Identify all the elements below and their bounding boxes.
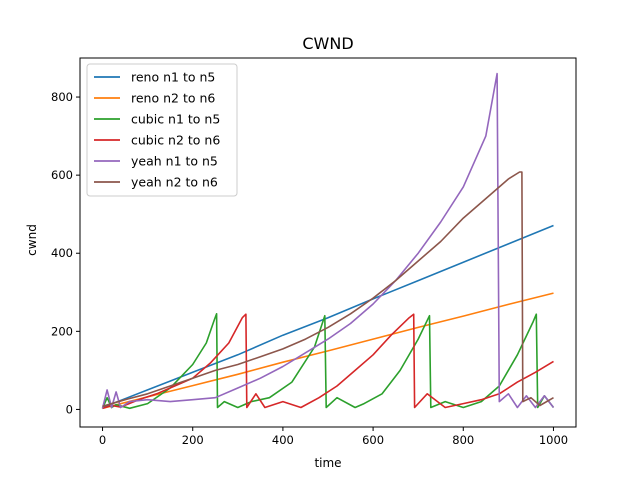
series-line-5 — [102, 171, 554, 408]
legend-label-4: yeah n1 to n5 — [131, 154, 218, 169]
x-tick-label: 400 — [272, 433, 294, 447]
series-line-4 — [101, 72, 555, 409]
plot-lines — [101, 72, 555, 410]
x-tick-label: 600 — [362, 433, 384, 447]
legend-label-0: reno n1 to n5 — [131, 70, 215, 85]
y-axis-label: cwnd — [25, 224, 39, 256]
y-tick-label: 0 — [66, 402, 73, 416]
series-line-0 — [102, 224, 554, 409]
series-line-3 — [102, 313, 554, 410]
legend-box — [86, 63, 238, 197]
x-tick-label: 800 — [452, 433, 474, 447]
legend-label-5: yeah n2 to n6 — [131, 175, 218, 190]
x-tick-label: 1000 — [539, 433, 568, 447]
x-tick-label: 200 — [182, 433, 204, 447]
legend: reno n1 to n5 reno n2 to n6 cubic n1 to n5… — [86, 63, 238, 197]
x-tick-label: 0 — [99, 433, 106, 447]
y-tick-label: 800 — [51, 90, 73, 104]
y-tick-label: 200 — [51, 324, 73, 338]
chart-title: CWND — [302, 34, 353, 53]
y-tick-label: 600 — [51, 168, 73, 182]
legend-label-3: cubic n2 to n6 — [131, 133, 220, 148]
x-axis-label: time — [314, 456, 341, 470]
legend-label-1: reno n2 to n6 — [131, 91, 215, 106]
axis-ticks: 0 200 400 600 800 1000 0 200 400 600 800 — [51, 90, 568, 447]
series-line-1 — [102, 292, 554, 410]
plot-frame — [79, 57, 577, 428]
y-tick-label: 400 — [51, 246, 73, 260]
legend-label-2: cubic n1 to n5 — [131, 112, 220, 127]
